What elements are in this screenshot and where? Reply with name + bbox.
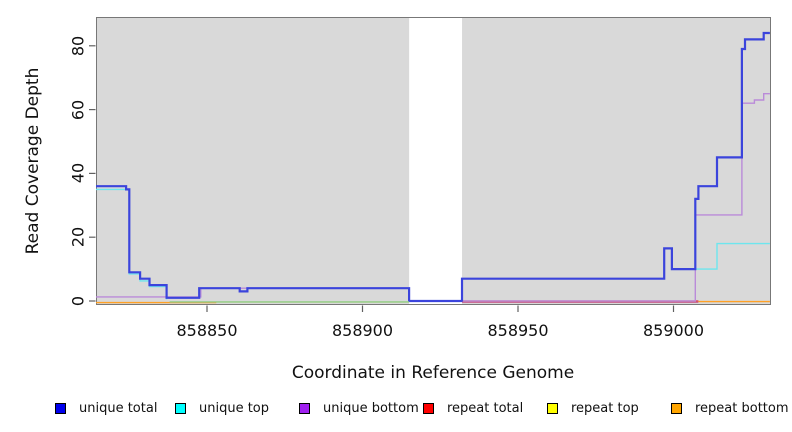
legend-swatch-unique-top xyxy=(175,402,186,414)
legend-item-repeat-bottom: repeat bottom xyxy=(671,399,789,417)
legend-item-unique-top: unique top xyxy=(175,399,269,417)
legend-label: unique top xyxy=(199,400,270,416)
y-tick-label: 60 xyxy=(68,99,88,120)
legend-label: repeat top xyxy=(571,400,639,416)
legend-label: repeat bottom xyxy=(695,400,789,416)
legend-item-repeat-top: repeat top xyxy=(547,399,639,417)
y-tick-label: 40 xyxy=(68,163,88,184)
y-tick-label: 80 xyxy=(68,35,88,56)
legend-swatch-repeat-total xyxy=(423,402,434,414)
x-tick-label: 858900 xyxy=(331,321,394,340)
y-axis-title: Read Coverage Depth xyxy=(23,67,43,255)
series-line-unique-total xyxy=(96,31,770,303)
legend-label: repeat total xyxy=(447,400,524,416)
legend-item-unique-bottom: unique bottom xyxy=(299,399,419,417)
no-data-gap xyxy=(409,18,463,304)
legend-swatch-unique-bottom xyxy=(299,402,310,414)
y-tick-label: 0 xyxy=(68,295,88,307)
legend-swatch-unique-total xyxy=(55,402,66,414)
y-tick-label: 20 xyxy=(68,227,88,248)
legend-item-unique-total: unique total xyxy=(55,399,157,417)
legend-swatch-repeat-bottom xyxy=(671,402,682,414)
x-tick-label: 858850 xyxy=(176,321,238,340)
legend-item-repeat-total: repeat total xyxy=(423,399,523,417)
legend-label: unique total xyxy=(79,400,158,416)
x-axis-title: Coordinate in Reference Genome xyxy=(291,363,575,383)
legend: unique total unique top unique bottom repea… xyxy=(0,399,792,419)
x-tick-label: 858950 xyxy=(487,321,549,340)
x-tick-label: 859000 xyxy=(642,321,705,340)
legend-swatch-repeat-top xyxy=(547,402,558,414)
plot-border xyxy=(96,17,771,305)
legend-label: unique bottom xyxy=(323,400,419,416)
